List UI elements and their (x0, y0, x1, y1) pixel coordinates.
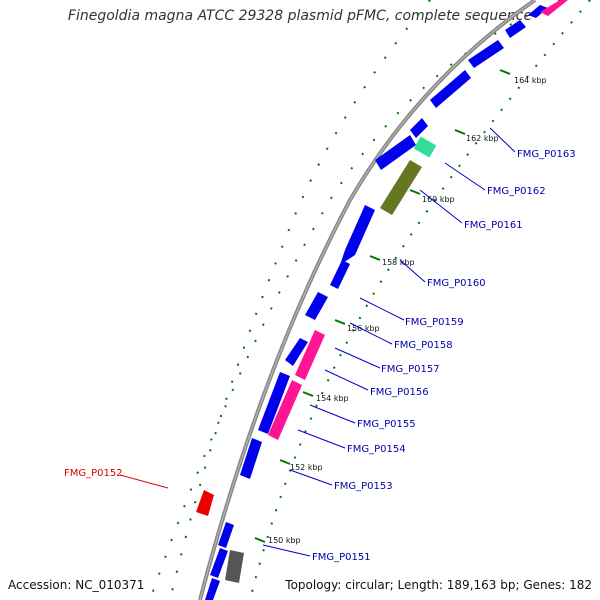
outer-gc-track (149, 0, 561, 600)
kbp-label-150: 150 kbp (268, 536, 301, 545)
gene-label-fmg-p0154: FMG_P0154 (347, 444, 406, 455)
kbp-label-162: 162 kbp (466, 134, 499, 143)
backbone-highlight (199, 0, 536, 600)
gene-label-fmg-p0152: FMG_P0152 (64, 468, 123, 479)
kbp-label-160: 160 kbp (422, 195, 455, 204)
summary-label: Topology: circular; Length: 189,163 bp; … (285, 578, 592, 592)
kbp-ticks (254, 69, 511, 543)
gene-label-fmg-p0160: FMG_P0160 (427, 278, 486, 289)
gene-label-fmg-p0156: FMG_P0156 (370, 387, 429, 398)
cds-track-outer (196, 0, 568, 583)
map-title: Finegoldia magna ATCC 29328 plasmid pFMC… (67, 8, 533, 24)
gene-label-fmg-p0151: FMG_P0151 (312, 552, 371, 563)
plasmid-backbone (198, 0, 537, 600)
kbp-labels: 150 kbp 152 kbp 154 kbp 156 kbp 158 kbp … (268, 76, 547, 545)
gene-label-fmg-p0162: FMG_P0162 (487, 186, 546, 197)
gene-label-fmg-p0158: FMG_P0158 (394, 340, 453, 351)
accession-label: Accession: NC_010371 (8, 578, 145, 592)
gene-leader-lines (262, 127, 516, 557)
cds-track (205, 5, 548, 600)
gene-label-fmg-p0153: FMG_P0153 (334, 481, 393, 492)
gene-label-fmg-p0155: FMG_P0155 (357, 419, 416, 430)
gene-label-fmg-p0157: FMG_P0157 (381, 364, 440, 375)
gene-label-fmg-p0163: FMG_P0163 (517, 149, 576, 160)
kbp-label-158: 158 kbp (382, 258, 415, 267)
gene-label-fmg-p0161: FMG_P0161 (464, 220, 523, 231)
kbp-label-154: 154 kbp (316, 394, 349, 403)
kbp-label-164: 164 kbp (514, 76, 547, 85)
kbp-label-152: 152 kbp (290, 463, 323, 472)
gene-labels: FMG_P0163 FMG_P0162 FMG_P0161 FMG_P0160 … (312, 149, 576, 563)
red-leader-line (119, 474, 169, 489)
gene-label-fmg-p0159: FMG_P0159 (405, 317, 464, 328)
kbp-label-156: 156 kbp (347, 324, 380, 333)
